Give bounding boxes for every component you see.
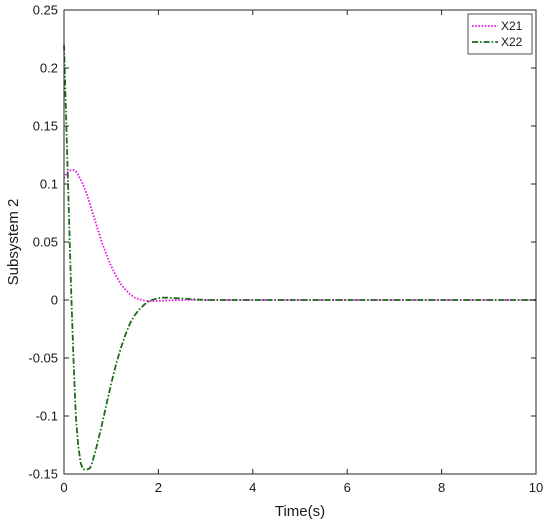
- y-tick-label: -0.15: [28, 467, 58, 482]
- y-tick-label: 0.15: [33, 119, 58, 134]
- axes: 0 2 4 6 8 10 -0.15 -0.1 -0.05 0 0.05 0.1 0.15 0.2 0.25: [28, 3, 543, 496]
- y-tick-label: -0.05: [28, 351, 58, 366]
- legend-label-x22: X22: [501, 35, 523, 49]
- x-tick-label: 2: [155, 480, 162, 495]
- y-tick-label: 0.25: [33, 3, 58, 18]
- plot-area: [63, 44, 536, 471]
- y-axis-label: Subsystem 2: [5, 199, 22, 286]
- series-line-x22: [63, 44, 536, 471]
- x-tick-label: 8: [438, 480, 445, 495]
- y-tick-label: 0.1: [40, 177, 58, 192]
- series-line-x21: [63, 169, 536, 303]
- axes-box: [63, 9, 537, 475]
- y-tick-label: 0.2: [40, 61, 58, 76]
- x-tick-label: 0: [60, 480, 67, 495]
- x-tick-label: 10: [529, 480, 543, 495]
- y-tick-label: 0: [51, 293, 58, 308]
- legend-box: [467, 13, 533, 55]
- x-tick-label: 6: [344, 480, 351, 495]
- legend-label-x21: X21: [501, 19, 523, 33]
- y-tick-label: -0.1: [36, 409, 58, 424]
- x-tick-label: 4: [249, 480, 256, 495]
- y-tick-label: 0.05: [33, 235, 58, 250]
- x-axis-label: Time(s): [275, 503, 325, 520]
